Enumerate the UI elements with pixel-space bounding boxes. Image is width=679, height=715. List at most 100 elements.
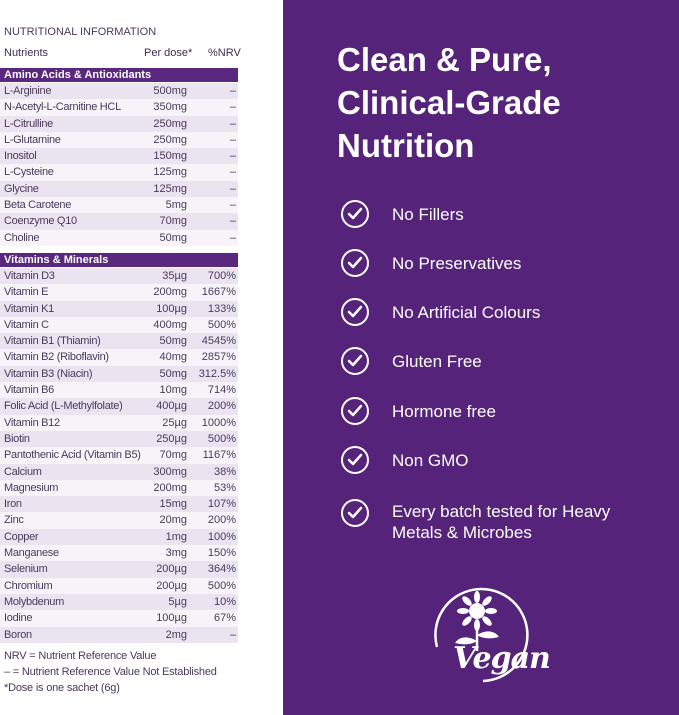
nutrient-name: Beta Carotene bbox=[4, 199, 72, 212]
nutrient-dose: 100µg bbox=[156, 302, 187, 315]
nutrient-name: Manganese bbox=[4, 547, 59, 560]
table-row: Iodine 100µg 67% bbox=[0, 610, 238, 627]
feature-label: No Fillers bbox=[392, 205, 464, 224]
nutrient-nrv: 1000% bbox=[201, 416, 236, 429]
nutrient-nrv: – bbox=[229, 101, 236, 114]
nutrient-name: Vitamin D3 bbox=[4, 270, 55, 282]
nutrient-name: L-Arginine bbox=[4, 85, 52, 97]
nutrient-nrv: 107% bbox=[207, 498, 236, 511]
nutrient-dose: 3mg bbox=[165, 547, 187, 560]
nutrient-name: Vitamin B1 (Thiamin) bbox=[4, 335, 101, 348]
check-circle-icon bbox=[341, 347, 369, 375]
nutrient-nrv: 2857% bbox=[201, 351, 236, 364]
nutrient-nrv: 1667% bbox=[201, 286, 236, 299]
nutrient-name: Inositol bbox=[4, 150, 37, 163]
nutrient-dose: 400mg bbox=[153, 318, 187, 331]
footnote-nrv: NRV = Nutrient Reference Value bbox=[4, 650, 157, 662]
nutrient-dose: 20mg bbox=[159, 514, 187, 527]
nutrient-dose: 250mg bbox=[153, 117, 187, 130]
nutrient-nrv: – bbox=[229, 133, 236, 146]
table-row: N-Acetyl-L-Carnitine HCL 350mg – bbox=[0, 99, 238, 116]
nutrient-name: Vitamin B6 bbox=[4, 384, 54, 397]
check-circle-icon bbox=[341, 397, 369, 425]
nutrient-nrv: – bbox=[229, 628, 236, 641]
nutrient-name: Folic Acid (L-Methylfolate) bbox=[4, 400, 123, 413]
table-row: Vitamin B3 (Niacin) 50mg 312.5% bbox=[0, 365, 238, 383]
table-row: Molybdenum 5µg 10% bbox=[0, 593, 238, 611]
table-row: Chromium 200µg 500% bbox=[0, 577, 238, 594]
feature-label: No Artificial Colours bbox=[392, 303, 541, 322]
promo-panel: Clean & Pure, Clinical-Grade Nutrition N… bbox=[283, 0, 679, 715]
table-row: Pantothenic Acid (Vitamin B5) 70mg 1167% bbox=[0, 447, 238, 464]
nutrient-dose: 125mg bbox=[153, 182, 187, 195]
feature-label: Non GMO bbox=[392, 451, 469, 470]
nutrient-nrv: – bbox=[229, 199, 236, 212]
nutrient-dose: 100µg bbox=[156, 612, 187, 625]
nutrient-nrv: 200% bbox=[207, 400, 236, 413]
nutrient-name: L-Citrulline bbox=[4, 117, 53, 130]
feature-label: Gluten Free bbox=[392, 352, 482, 371]
table-row: Vitamin B12 25µg 1000% bbox=[0, 414, 238, 431]
nutrient-nrv: – bbox=[229, 231, 236, 244]
table-row: Choline 50mg – bbox=[0, 229, 238, 246]
nutrient-dose: 200µg bbox=[156, 579, 187, 592]
nutrient-nrv: – bbox=[229, 166, 236, 179]
table-row: Copper 1mg 100% bbox=[0, 528, 238, 546]
nutrient-name: Calcium bbox=[4, 465, 42, 478]
nutrient-nrv: 100% bbox=[207, 530, 236, 543]
table-row: Vitamin B6 10mg 714% bbox=[0, 382, 238, 399]
nutrient-nrv: 714% bbox=[207, 384, 236, 397]
table-row: Inositol 150mg – bbox=[0, 148, 238, 165]
nutrient-dose: 50mg bbox=[159, 335, 187, 348]
nutrient-name: Choline bbox=[4, 231, 40, 244]
table-row: Vitamin K1 100µg 133% bbox=[0, 300, 238, 317]
nutrient-name: Molybdenum bbox=[4, 595, 64, 608]
feature-label: No Preservatives bbox=[392, 254, 522, 273]
nutrient-dose: 250mg bbox=[153, 133, 187, 146]
nutrient-nrv: 4545% bbox=[201, 335, 236, 348]
table-row: Vitamin B1 (Thiamin) 50mg 4545% bbox=[0, 333, 238, 350]
nutrient-dose: 70mg bbox=[159, 449, 187, 462]
table-row: Boron 2mg – bbox=[0, 626, 238, 643]
headline-line-2: Clinical-Grade bbox=[337, 84, 561, 121]
nutrient-nrv: 700% bbox=[207, 270, 236, 282]
table-row: Vitamin E 200mg 1667% bbox=[0, 284, 238, 301]
nutrient-dose: 200mg bbox=[153, 481, 187, 494]
header-per-dose: Per dose* bbox=[144, 47, 193, 59]
nutrient-dose: 125mg bbox=[153, 166, 187, 179]
nutrient-dose: 40mg bbox=[159, 351, 187, 364]
nutrient-dose: 200mg bbox=[153, 286, 187, 299]
section-vitamins-minerals: Vitamins & Minerals bbox=[0, 253, 238, 267]
nutrient-nrv: 150% bbox=[207, 547, 236, 560]
promo-headline: Clean & Pure, Clinical-Grade Nutrition bbox=[337, 38, 657, 167]
nutrient-dose: 5µg bbox=[168, 595, 187, 608]
nutrient-name: Boron bbox=[4, 628, 32, 641]
headline-line-1: Clean & Pure, bbox=[337, 41, 552, 78]
nutrient-name: Biotin bbox=[4, 432, 30, 445]
table-row: Biotin 250µg 500% bbox=[0, 430, 238, 448]
nutrient-name: L-Cysteine bbox=[4, 166, 54, 179]
nutrient-nrv: – bbox=[229, 117, 236, 130]
nutrition-table-header: Nutrients Per dose* %NRV bbox=[0, 44, 241, 62]
nutrient-dose: 150mg bbox=[153, 150, 187, 163]
nutrient-nrv: 53% bbox=[213, 481, 236, 494]
table-row: Manganese 3mg 150% bbox=[0, 545, 238, 562]
header-nrv: %NRV bbox=[208, 47, 241, 59]
nutrient-name: Vitamin K1 bbox=[4, 302, 54, 315]
table-row: Coenzyme Q10 70mg – bbox=[0, 213, 238, 230]
vegan-logo-text: Vegan bbox=[453, 641, 551, 676]
nutrient-name: Coenzyme Q10 bbox=[4, 215, 77, 228]
table-row: Vitamin D3 35µg 700% bbox=[0, 268, 238, 285]
nutrient-dose: 350mg bbox=[153, 101, 187, 114]
nutrient-name: N-Acetyl-L-Carnitine HCL bbox=[4, 101, 121, 114]
nutrition-panel: NUTRITIONAL INFORMATION Nutrients Per do… bbox=[0, 0, 283, 715]
nutrient-dose: 5mg bbox=[165, 199, 187, 212]
check-circle-icon bbox=[341, 499, 369, 527]
feature-label: Every batch tested for Heavy Metals & Mi… bbox=[392, 502, 611, 542]
check-circle-icon bbox=[341, 249, 369, 277]
nutrient-dose: 70mg bbox=[159, 215, 187, 228]
nutrient-name: Magnesium bbox=[4, 481, 59, 494]
nutrition-title: NUTRITIONAL INFORMATION bbox=[4, 26, 157, 38]
amino-acids-rows: L-Arginine 500mg – N-Acetyl-L-Carnitine HCL… bbox=[0, 83, 238, 246]
nutrient-dose: 500mg bbox=[153, 85, 187, 97]
